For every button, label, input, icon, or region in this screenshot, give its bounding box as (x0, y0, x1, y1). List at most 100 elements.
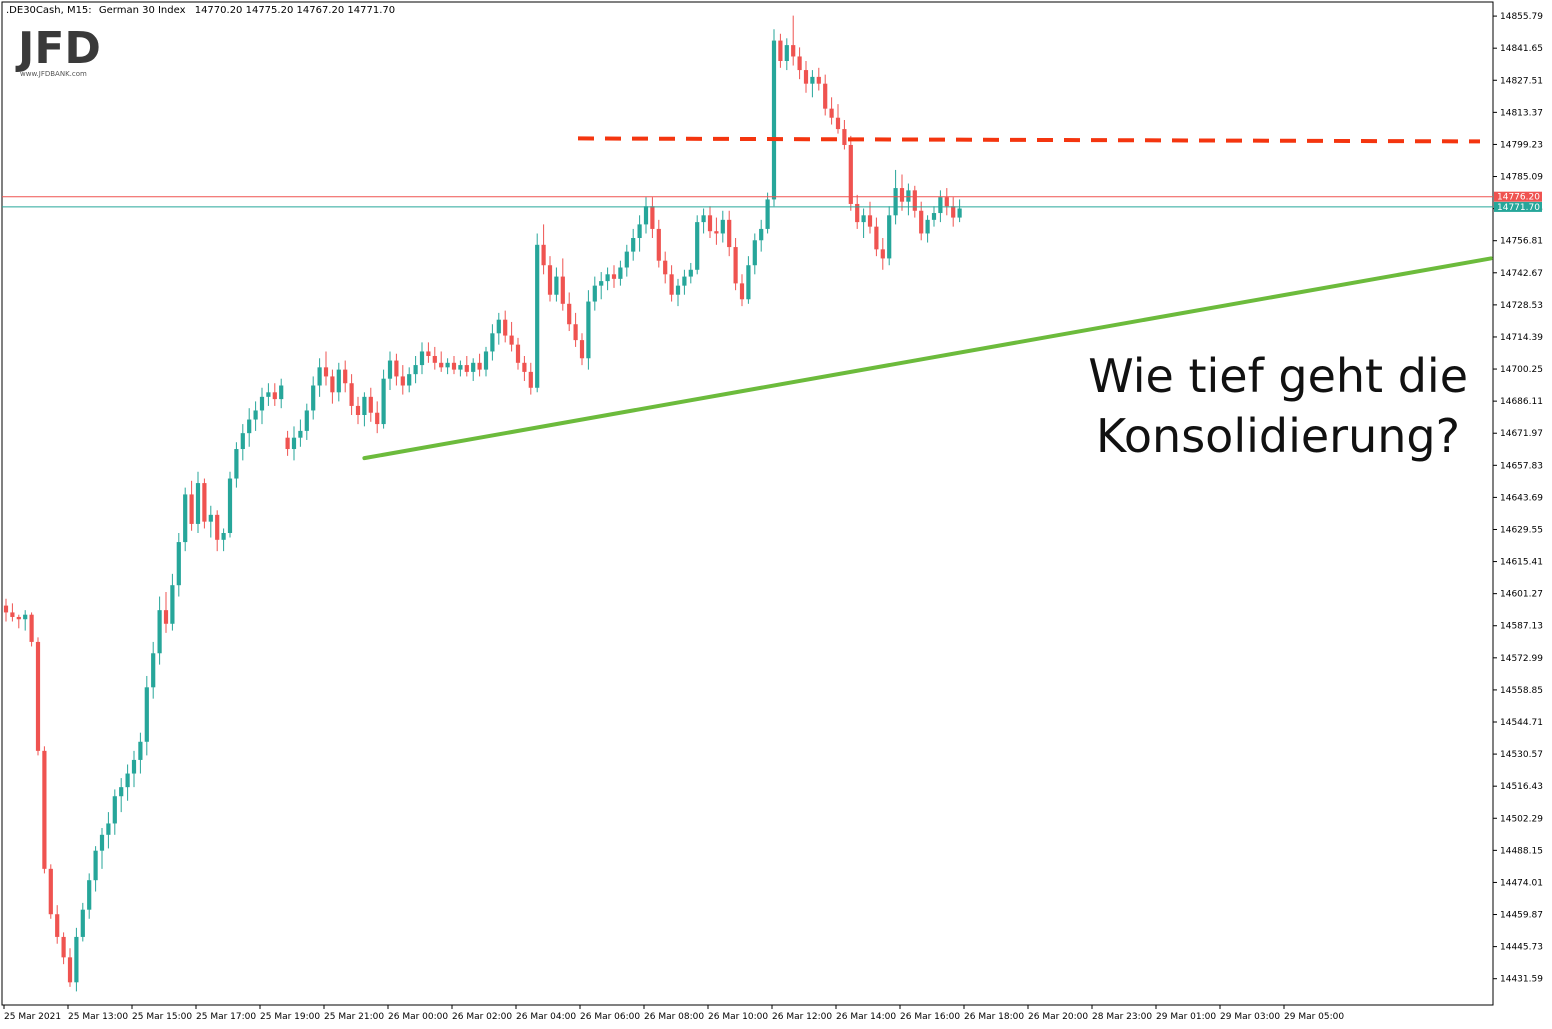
logo-url: www.JFDBANK.com (20, 70, 87, 78)
y-tick-label: 14615.41 (1500, 558, 1543, 568)
candle-body (957, 208, 962, 218)
y-tick-label: 14587.13 (1500, 622, 1543, 632)
candle-body (637, 224, 642, 238)
candle-body (522, 362, 527, 372)
x-tick-label: 26 Mar 10:00 (708, 1012, 768, 1022)
candle-body (291, 437, 297, 450)
candle-body (605, 274, 610, 282)
candle-body (387, 360, 393, 379)
y-tick-label: 14827.51 (1500, 76, 1543, 86)
candle-body (432, 356, 437, 363)
candle-body (48, 868, 53, 915)
candle-body (61, 936, 66, 958)
candle-body (874, 226, 879, 250)
candle-body (579, 340, 585, 359)
candle-body (733, 247, 738, 284)
candle-body (835, 117, 841, 130)
candle-body (343, 369, 348, 384)
candle-body (663, 260, 668, 275)
header-ohlc: 14770.20 14775.20 14767.20 14771.70 (195, 5, 395, 16)
candle-body (349, 383, 354, 406)
candle-body (746, 265, 751, 300)
candle-body (688, 269, 693, 277)
x-tick-label: 29 Mar 03:00 (1220, 1012, 1280, 1022)
candle-body (35, 641, 41, 751)
candle-body (848, 144, 853, 204)
candle-body (855, 203, 860, 223)
candle-body (925, 219, 930, 234)
y-tick-label: 14544.71 (1500, 718, 1543, 728)
candle-body (426, 351, 431, 356)
x-tick-label: 25 Mar 21:00 (324, 1012, 384, 1022)
candle-body (451, 362, 457, 370)
candle-body (669, 274, 674, 295)
y-tick-label: 14558.85 (1500, 686, 1543, 696)
candle-body (407, 374, 412, 386)
candle-body (931, 213, 937, 220)
y-tick-label: 14530.57 (1500, 750, 1543, 760)
candle-body (87, 880, 92, 910)
candle-body (355, 405, 361, 415)
x-tick-label: 25 Mar 2021 (4, 1012, 61, 1022)
candle-body (131, 759, 137, 774)
y-tick-label: 14459.87 (1500, 911, 1543, 921)
candle-body (42, 750, 47, 869)
candle-body (682, 276, 687, 286)
candle-body (202, 483, 207, 522)
candle-body (330, 376, 335, 393)
candle-body (759, 228, 764, 241)
x-tick-label: 28 Mar 23:00 (1092, 1012, 1152, 1022)
candle-body (765, 199, 770, 229)
candle-body (509, 335, 514, 345)
x-tick-label: 25 Mar 19:00 (260, 1012, 320, 1022)
candle-body (336, 369, 341, 393)
candle-body (567, 303, 572, 325)
candle-body (490, 333, 495, 352)
y-tick-label: 14601.27 (1500, 590, 1543, 600)
candle-body (810, 76, 815, 84)
candle-body (784, 45, 789, 61)
candle-body (253, 410, 258, 420)
y-tick-label: 14643.69 (1500, 493, 1543, 503)
candles-group (3, 15, 962, 992)
candle-body (912, 190, 917, 211)
candle-body (643, 206, 649, 225)
candle-body (861, 215, 866, 223)
candle-body (381, 378, 386, 425)
x-tick-label: 26 Mar 18:00 (964, 1012, 1024, 1022)
y-tick-label: 14728.53 (1500, 301, 1543, 311)
candle-body (611, 274, 617, 279)
y-tick-label: 14629.55 (1500, 525, 1543, 535)
candle-body (298, 430, 303, 438)
logo-text: JFD (15, 23, 101, 74)
candle-body (899, 188, 905, 202)
y-tick-label: 14785.09 (1500, 173, 1543, 183)
candle-body (368, 396, 373, 413)
ask-price-label: 14776.20 (1497, 193, 1540, 203)
candle-body (375, 412, 380, 425)
candle-body (938, 197, 943, 214)
candle-body (138, 741, 143, 760)
candle-body (106, 823, 111, 835)
candle-body (803, 70, 809, 84)
candle-body (477, 362, 482, 370)
x-tick-label: 26 Mar 06:00 (580, 1012, 640, 1022)
candle-body (445, 362, 450, 368)
candle-body (695, 222, 700, 270)
x-tick-label: 26 Mar 02:00 (452, 1012, 512, 1022)
candle-body (125, 773, 130, 788)
y-tick-label: 14445.73 (1500, 943, 1543, 953)
candle-body (496, 319, 501, 334)
candle-body (541, 244, 546, 266)
candle-body (189, 494, 194, 524)
candle-body (887, 215, 892, 259)
candle-body (816, 76, 821, 84)
candle-body (707, 215, 713, 232)
y-tick-label: 14813.37 (1500, 108, 1543, 118)
candle-body (880, 249, 885, 259)
candle-body (624, 251, 629, 268)
candle-body (259, 396, 265, 411)
candle-body (279, 385, 284, 400)
candle-body (413, 365, 418, 375)
